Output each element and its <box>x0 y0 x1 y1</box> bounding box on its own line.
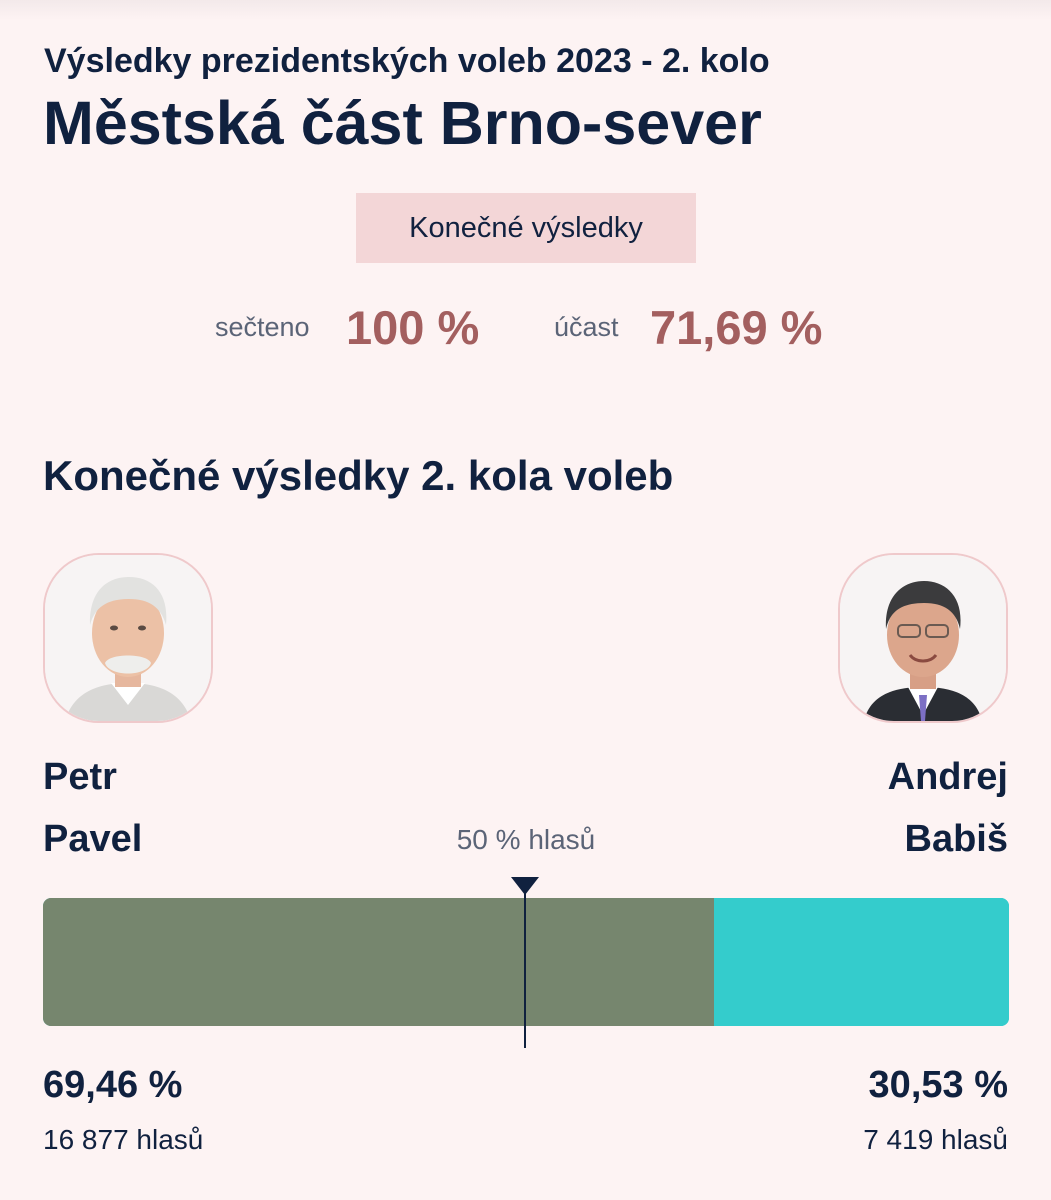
status-badge[interactable]: Konečné výsledky <box>356 193 696 263</box>
turnout-label: účast <box>554 312 619 342</box>
candidate-first-name: Petr <box>43 756 117 798</box>
stats-row: sečteno 100 % účast 71,69 % <box>0 296 1051 360</box>
midpoint-line <box>524 890 526 1048</box>
candidate-name-babis: Andrej Babiš <box>888 746 1008 870</box>
section-title: Konečné výsledky 2. kola voleb <box>43 452 674 499</box>
votes-babis: 7 419 hlasů <box>863 1124 1008 1155</box>
midpoint-marker-icon <box>511 877 539 895</box>
candidate-first-name: Andrej <box>887 756 1008 798</box>
percent-babis: 30,53 % <box>868 1064 1008 1106</box>
percent-pavel: 69,46 % <box>43 1064 183 1106</box>
candidate-name-pavel: Petr Pavel <box>43 746 142 870</box>
top-edge <box>0 0 1051 20</box>
results-bar <box>43 898 1009 1026</box>
counted-label: sečteno <box>215 312 310 342</box>
election-subtitle: Výsledky prezidentských voleb 2023 - 2. … <box>44 42 770 80</box>
person-icon <box>840 555 1006 721</box>
candidate-photo-babis <box>838 553 1008 723</box>
candidate-last-name: Pavel <box>43 818 143 860</box>
result-bar-pavel <box>43 898 714 1026</box>
turnout-value: 71,69 % <box>650 301 823 354</box>
result-bar-babis <box>713 898 1009 1026</box>
page-title: Městská část Brno-sever <box>43 89 762 157</box>
counted-value: 100 % <box>346 301 480 354</box>
candidate-last-name: Babiš <box>904 818 1008 860</box>
votes-pavel: 16 877 hlasů <box>43 1124 204 1155</box>
candidate-photo-pavel <box>43 553 213 723</box>
person-icon <box>45 555 211 721</box>
midpoint-label: 50 % hlasů <box>456 824 596 855</box>
